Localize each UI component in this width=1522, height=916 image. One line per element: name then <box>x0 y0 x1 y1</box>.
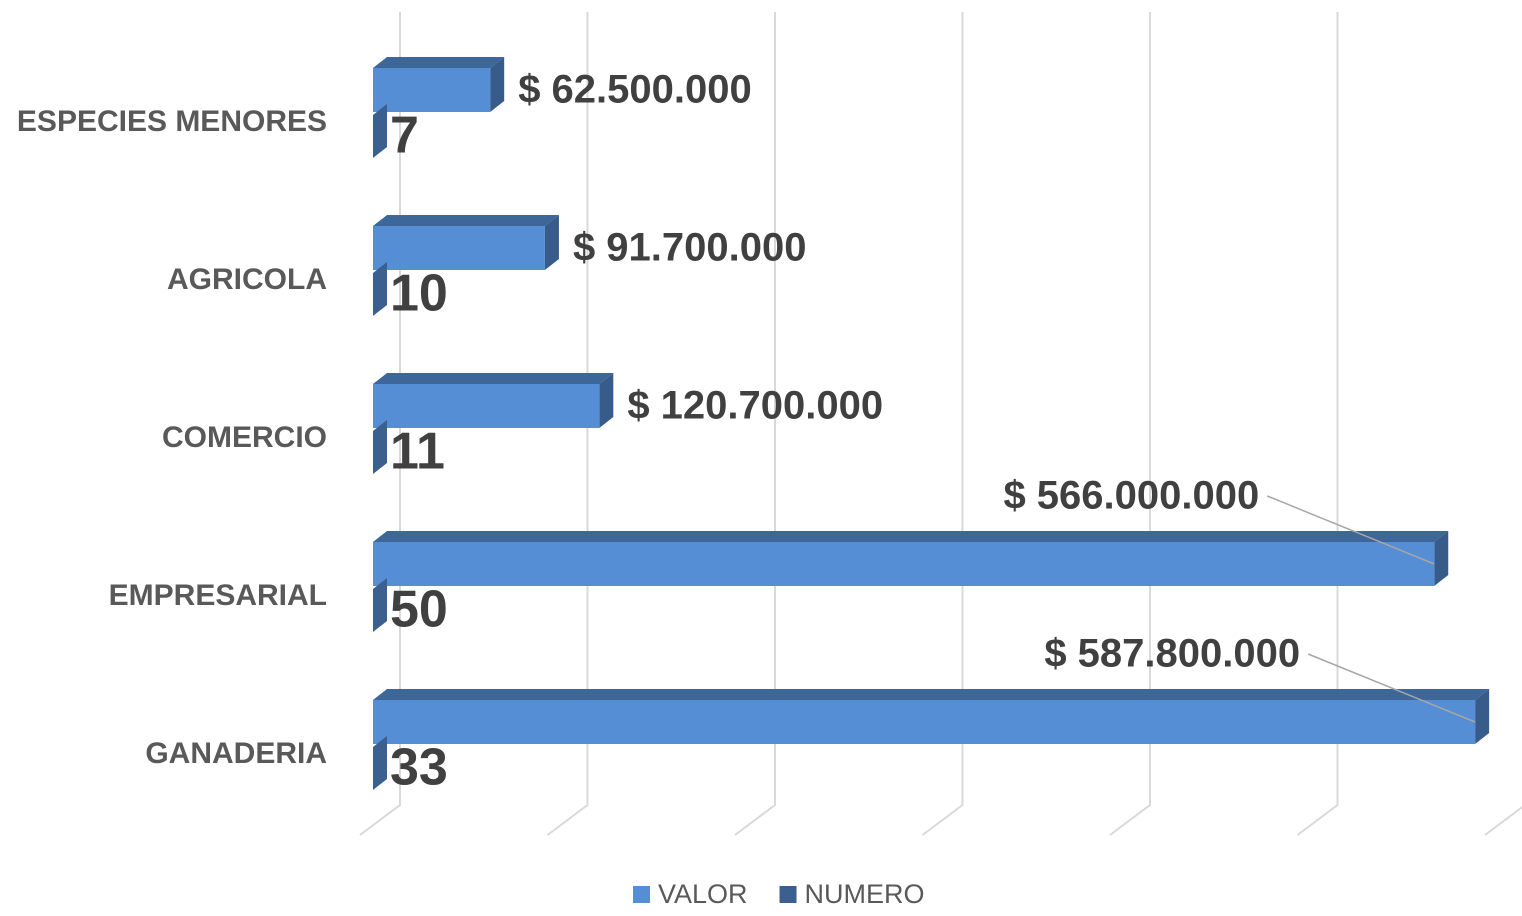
bar <box>373 736 388 790</box>
bar <box>373 57 505 112</box>
value-label: $ 91.700.000 <box>573 226 807 270</box>
grid-line <box>1484 806 1522 836</box>
value-label: 11 <box>390 423 445 481</box>
bar <box>373 262 388 316</box>
value-label: $ 120.700.000 <box>627 384 883 428</box>
value-label: 33 <box>390 739 448 797</box>
legend-label: NUMERO <box>805 879 925 909</box>
value-label: 7 <box>390 107 419 165</box>
value-label: $ 566.000.000 <box>1003 474 1259 518</box>
category-label: ESPECIES MENORES <box>17 105 327 138</box>
grid-line <box>1296 12 1339 836</box>
legend-swatch <box>633 886 650 903</box>
leader-line <box>1307 653 1476 723</box>
legend-label: VALOR <box>658 879 748 909</box>
bar <box>373 420 388 474</box>
value-label: $ 62.500.000 <box>518 68 752 112</box>
bar <box>373 531 1449 586</box>
grid-line <box>359 12 401 836</box>
value-label: 10 <box>390 265 448 323</box>
grid-line <box>1109 12 1151 836</box>
bar <box>373 104 387 158</box>
legend-swatch <box>779 886 797 903</box>
category-label: GANADERIA <box>145 737 327 770</box>
bar <box>373 215 559 270</box>
bar <box>373 689 1490 744</box>
category-label: AGRICOLA <box>167 263 327 296</box>
grid-line <box>921 12 964 836</box>
bar <box>373 578 388 632</box>
grid-line <box>734 12 776 836</box>
bar <box>373 373 614 428</box>
value-label: 50 <box>390 581 448 639</box>
grid-line <box>546 12 589 836</box>
leader-line <box>1266 495 1435 565</box>
value-label: $ 587.800.000 <box>1044 632 1300 676</box>
category-label: COMERCIO <box>162 421 327 454</box>
category-label: EMPRESARIAL <box>109 579 327 612</box>
